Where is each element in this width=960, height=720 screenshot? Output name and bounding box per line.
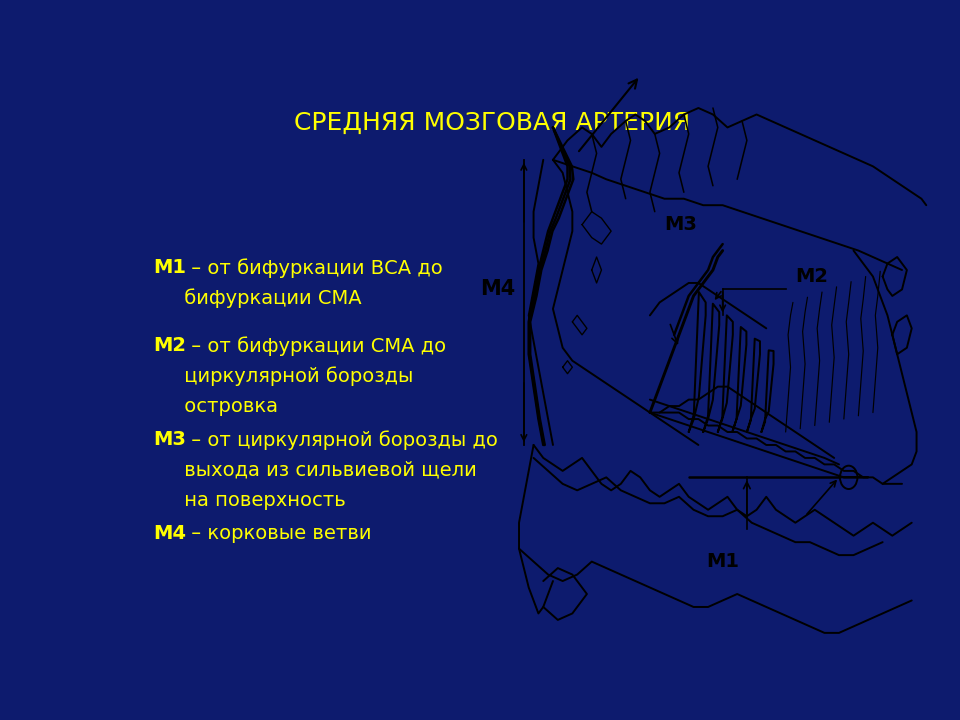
Text: – от циркулярной борозды до: – от циркулярной борозды до <box>184 430 497 450</box>
Text: – от бифуркации СМА до: – от бифуркации СМА до <box>184 336 445 356</box>
Text: M4: M4 <box>480 279 516 300</box>
Text: на поверхность: на поверхность <box>154 491 347 510</box>
Text: бифуркации СМА: бифуркации СМА <box>154 289 362 308</box>
Text: – от бифуркации ВСА до: – от бифуркации ВСА до <box>184 258 443 278</box>
Text: СРЕДНЯЯ МОЗГОВАЯ АРТЕРИЯ: СРЕДНЯЯ МОЗГОВАЯ АРТЕРИЯ <box>294 112 690 135</box>
Text: M1: M1 <box>707 552 739 571</box>
Text: островка: островка <box>154 397 278 416</box>
Text: М4: М4 <box>154 524 186 544</box>
Text: M2: M2 <box>795 267 828 286</box>
Text: М1: М1 <box>154 258 186 277</box>
Text: выхода из сильвиевой щели: выхода из сильвиевой щели <box>154 461 477 480</box>
Text: – корковые ветви: – корковые ветви <box>184 524 372 544</box>
Text: циркулярной борозды: циркулярной борозды <box>154 366 414 386</box>
Text: М2: М2 <box>154 336 186 355</box>
Text: М3: М3 <box>154 430 186 449</box>
Text: M3: M3 <box>664 215 697 234</box>
